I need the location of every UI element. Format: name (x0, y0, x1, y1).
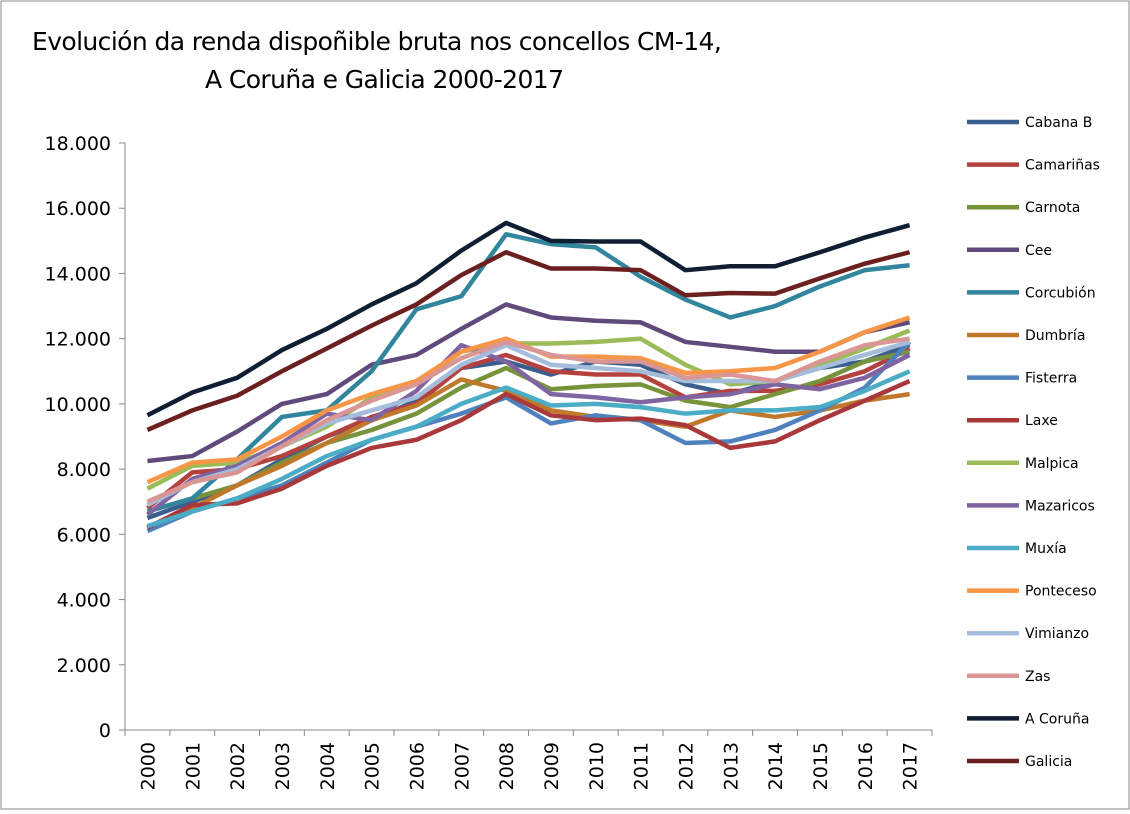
x-tick-label: 2016 (855, 742, 877, 790)
x-tick-label: 2007 (451, 742, 473, 790)
legend-label: Galicia (1025, 754, 1072, 770)
x-tick-label: 2006 (406, 742, 428, 790)
legend-label: Cabana B (1025, 115, 1092, 131)
legend-label: Malpica (1025, 456, 1079, 472)
legend-label: Carnota (1025, 200, 1080, 216)
y-tick-label: 10.000 (45, 394, 111, 416)
y-tick-label: 4.000 (57, 590, 111, 612)
x-tick-label: 2004 (317, 742, 339, 790)
series-line (147, 302, 911, 464)
y-tick-label: 16.000 (45, 198, 111, 220)
x-tick-label: 2013 (720, 742, 742, 790)
legend-label: Mazaricos (1025, 498, 1095, 514)
x-tick-label: 2010 (586, 742, 608, 790)
y-tick-label: 8.000 (57, 459, 111, 481)
series-line (146, 377, 910, 530)
x-tick-label: 2009 (541, 742, 563, 790)
x-tick-label: 2012 (675, 742, 697, 790)
chart-title: Evolución da renda dispoñible bruta nos … (32, 27, 721, 56)
legend-label: Laxe (1025, 413, 1058, 429)
x-tick-label: 2015 (810, 742, 832, 790)
legend-label: Zas (1025, 669, 1050, 685)
x-tick-label: 2008 (496, 742, 518, 790)
x-tick-label: 2014 (765, 742, 787, 790)
x-tick-label: 2001 (182, 742, 204, 790)
y-tick-label: 0 (99, 720, 111, 742)
legend-label: Dumbría (1025, 328, 1085, 344)
legend-label: Camariñas (1025, 158, 1100, 174)
y-tick-label: 6.000 (57, 524, 111, 546)
series-line (146, 342, 911, 517)
legend-label: A Coruña (1025, 711, 1089, 727)
legend-label: Ponteceso (1025, 584, 1097, 600)
x-tick-label: 2017 (900, 742, 922, 790)
series-line (146, 232, 910, 514)
series-line (146, 369, 911, 529)
legend-label: Fisterra (1025, 371, 1077, 387)
legend-label: Corcubión (1025, 285, 1096, 301)
legend-label: Cee (1025, 243, 1052, 259)
series-line (146, 336, 910, 504)
x-tick-label: 2003 (272, 742, 294, 790)
chart-title: A Coruña e Galicia 2000-2017 (205, 65, 563, 94)
x-tick-label: 2005 (362, 742, 384, 790)
legend-label: Muxía (1025, 541, 1067, 557)
x-tick-label: 2000 (137, 742, 159, 790)
y-tick-label: 12.000 (45, 329, 111, 351)
series-line (146, 340, 912, 534)
series-line (146, 249, 911, 433)
x-tick-label: 2002 (227, 742, 249, 790)
series-line (146, 378, 911, 530)
y-tick-label: 18.000 (45, 133, 111, 155)
y-tick-label: 2.000 (57, 655, 111, 677)
legend-label: Vimianzo (1025, 626, 1089, 642)
series-line (146, 220, 911, 418)
y-tick-label: 14.000 (45, 263, 111, 285)
x-tick-label: 2011 (631, 742, 653, 790)
